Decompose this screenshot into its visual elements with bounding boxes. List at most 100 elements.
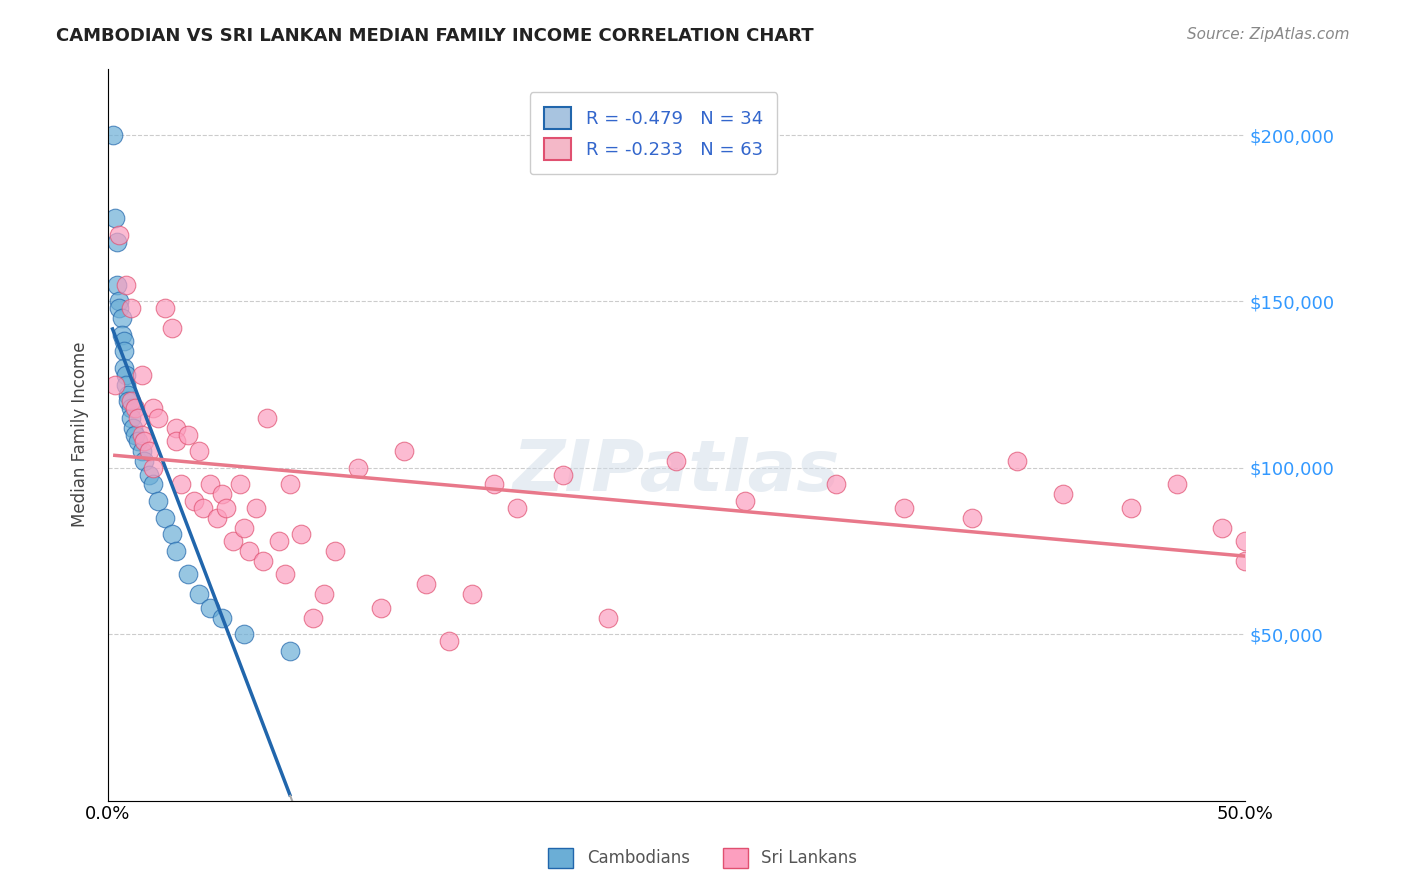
Point	[108, 294, 131, 309]
Point	[115, 277, 138, 292]
Point	[200, 477, 222, 491]
Point	[245, 500, 267, 515]
Point	[598, 610, 620, 624]
Point	[127, 411, 149, 425]
Point	[370, 600, 392, 615]
Point	[160, 321, 183, 335]
Point	[824, 477, 846, 491]
Point	[120, 411, 142, 425]
Point	[111, 311, 134, 326]
Point	[1166, 477, 1188, 491]
Point	[665, 454, 688, 468]
Point	[124, 427, 146, 442]
Point	[146, 411, 169, 425]
Point	[325, 544, 347, 558]
Point	[222, 534, 245, 549]
Legend: Cambodians, Sri Lankans: Cambodians, Sri Lankans	[541, 841, 865, 875]
Point	[108, 301, 131, 315]
Point	[142, 460, 165, 475]
Point	[104, 211, 127, 226]
Point	[960, 510, 983, 524]
Point	[142, 401, 165, 415]
Point	[312, 587, 335, 601]
Point	[124, 401, 146, 415]
Point	[506, 500, 529, 515]
Point	[104, 377, 127, 392]
Point	[437, 633, 460, 648]
Point	[111, 327, 134, 342]
Point	[120, 301, 142, 315]
Point	[131, 368, 153, 382]
Point	[176, 427, 198, 442]
Point	[233, 521, 256, 535]
Point	[165, 544, 187, 558]
Point	[274, 567, 297, 582]
Point	[112, 361, 135, 376]
Point	[205, 510, 228, 524]
Point	[229, 477, 252, 491]
Point	[112, 334, 135, 349]
Point	[1211, 521, 1233, 535]
Point	[1052, 487, 1074, 501]
Point	[461, 587, 484, 601]
Point	[153, 510, 176, 524]
Point	[1233, 554, 1256, 568]
Point	[134, 454, 156, 468]
Point	[252, 554, 274, 568]
Point	[233, 627, 256, 641]
Point	[115, 377, 138, 392]
Point	[278, 477, 301, 491]
Point	[120, 394, 142, 409]
Point	[215, 500, 238, 515]
Point	[1007, 454, 1029, 468]
Point	[211, 487, 233, 501]
Point	[301, 610, 323, 624]
Point	[1119, 500, 1142, 515]
Point	[131, 444, 153, 458]
Point	[290, 527, 312, 541]
Point	[1233, 534, 1256, 549]
Point	[138, 467, 160, 482]
Point	[105, 235, 128, 249]
Point	[108, 227, 131, 242]
Point	[112, 344, 135, 359]
Point	[211, 610, 233, 624]
Point	[392, 444, 415, 458]
Point	[176, 567, 198, 582]
Point	[238, 544, 260, 558]
Point	[117, 387, 139, 401]
Point	[347, 460, 370, 475]
Point	[117, 394, 139, 409]
Point	[183, 494, 205, 508]
Point	[415, 577, 437, 591]
Point	[105, 277, 128, 292]
Y-axis label: Median Family Income: Median Family Income	[72, 342, 89, 527]
Point	[142, 477, 165, 491]
Point	[165, 421, 187, 435]
Point	[734, 494, 756, 508]
Legend: R = -0.479   N = 34, R = -0.233   N = 63: R = -0.479 N = 34, R = -0.233 N = 63	[530, 92, 778, 174]
Point	[131, 427, 153, 442]
Point	[160, 527, 183, 541]
Text: Source: ZipAtlas.com: Source: ZipAtlas.com	[1187, 27, 1350, 42]
Point	[134, 434, 156, 449]
Point	[187, 444, 209, 458]
Point	[267, 534, 290, 549]
Point	[187, 587, 209, 601]
Point	[127, 434, 149, 449]
Point	[122, 421, 145, 435]
Point	[484, 477, 506, 491]
Point	[893, 500, 915, 515]
Point	[138, 444, 160, 458]
Point	[193, 500, 215, 515]
Point	[170, 477, 193, 491]
Text: CAMBODIAN VS SRI LANKAN MEDIAN FAMILY INCOME CORRELATION CHART: CAMBODIAN VS SRI LANKAN MEDIAN FAMILY IN…	[56, 27, 814, 45]
Text: ZIPatlas: ZIPatlas	[513, 437, 839, 506]
Point	[256, 411, 278, 425]
Point	[551, 467, 574, 482]
Point	[115, 368, 138, 382]
Point	[153, 301, 176, 315]
Point	[120, 401, 142, 415]
Point	[146, 494, 169, 508]
Point	[101, 128, 124, 142]
